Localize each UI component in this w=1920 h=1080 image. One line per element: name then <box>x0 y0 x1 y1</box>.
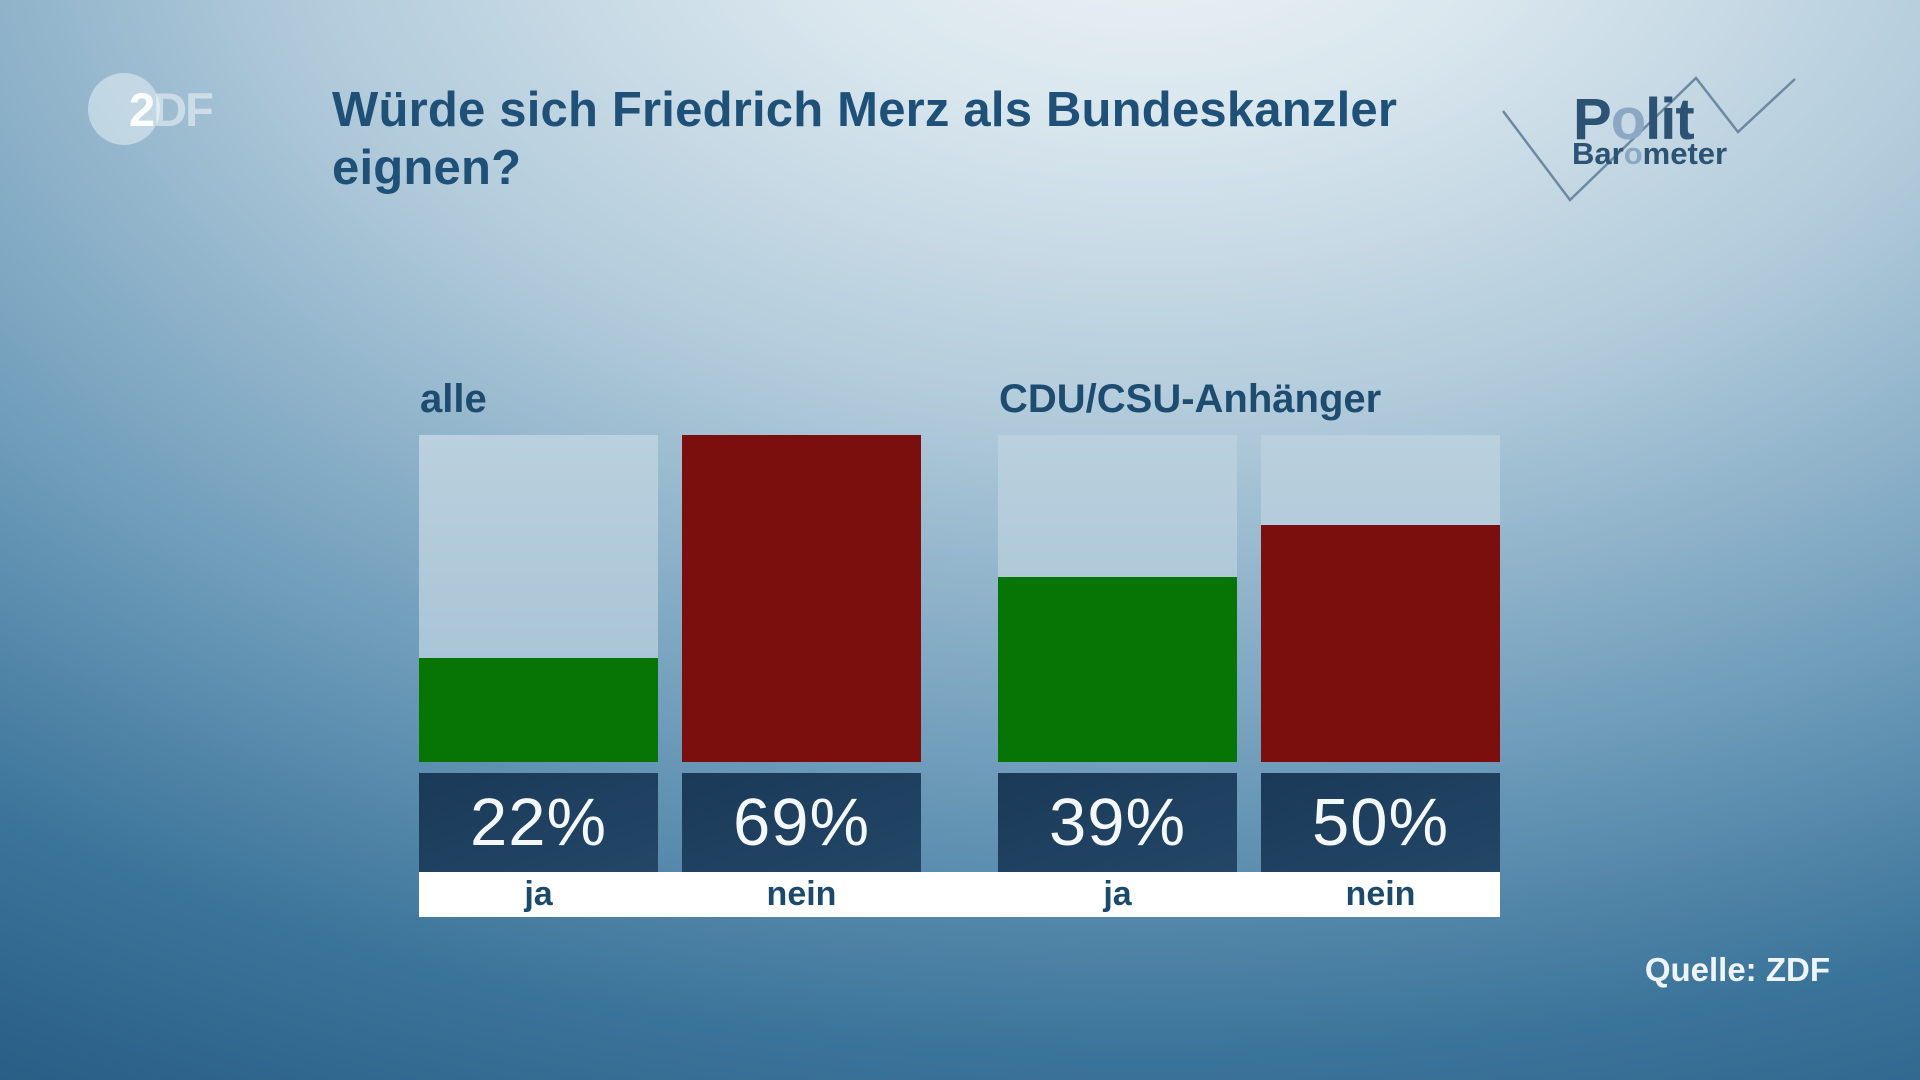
value-label: 50% <box>1311 785 1450 860</box>
bar-column: 69% nein <box>682 435 921 917</box>
politbarometer-wordmark-line2: Barometer <box>1572 136 1728 171</box>
bar-fill <box>998 577 1237 762</box>
value-label: 39% <box>1048 785 1187 860</box>
zdf-logo: 2DF <box>88 73 218 145</box>
value-label: 69% <box>732 785 871 860</box>
bar-track <box>998 435 1237 762</box>
category-label: nein <box>766 875 837 913</box>
politbarometer-logo: Polit Barometer <box>1488 58 1818 213</box>
pb-letter-o: o <box>1610 87 1646 152</box>
value-label: 22% <box>469 785 608 860</box>
bar-track <box>682 435 921 762</box>
group-label: alle <box>420 377 487 421</box>
pb-letters: Bar <box>1572 136 1624 171</box>
page-title-line2: eignen? <box>332 141 522 195</box>
bar-column: 22% ja <box>419 435 658 917</box>
bar-row: 39% ja 50% nein <box>998 435 1500 917</box>
pb-letters: meter <box>1642 136 1728 171</box>
bar-fill <box>419 657 658 762</box>
bar-fill <box>1261 525 1500 762</box>
bar-fill <box>682 435 921 762</box>
bar-row: 22% ja 69% nein <box>419 435 921 917</box>
chart-group-alle: alle 22% ja 69% nein <box>419 377 921 917</box>
category-label: ja <box>524 875 553 913</box>
zdf-logo-text: 2DF <box>129 83 214 136</box>
page-title-line1: Würde sich Friedrich Merz als Bundeskanz… <box>332 83 1398 137</box>
chart-group-cdu-csu: CDU/CSU-Anhänger 39% ja 50% nein <box>998 377 1500 917</box>
zdf-logo-text-2: 2 <box>129 83 155 136</box>
bar-column: 50% nein <box>1261 435 1500 917</box>
category-label: ja <box>1103 875 1132 913</box>
page-title: Würde sich Friedrich Merz als Bundeskanz… <box>332 81 1397 197</box>
zdf-logo-circle-icon <box>88 73 160 145</box>
zdf-logo-text-df: DF <box>153 83 214 136</box>
politbarometer-zigzag-icon <box>1502 76 1796 202</box>
value-box: 39% <box>998 773 1237 872</box>
category-strip <box>419 872 1500 917</box>
politbarometer-wordmark-line1: Polit <box>1573 91 1695 149</box>
bar-track <box>419 435 658 762</box>
group-label: CDU/CSU-Anhänger <box>999 377 1382 421</box>
pb-letters: lit <box>1645 87 1695 152</box>
pb-letter: P <box>1573 87 1612 152</box>
value-box: 50% <box>1261 773 1500 872</box>
bar-column: 39% ja <box>998 435 1237 917</box>
category-label: nein <box>1345 875 1416 913</box>
value-box: 22% <box>419 773 658 872</box>
pb-letter-o: o <box>1623 136 1643 171</box>
value-box: 69% <box>682 773 921 872</box>
bar-track <box>1261 435 1500 762</box>
source-credit: Quelle: ZDF <box>1644 951 1830 988</box>
